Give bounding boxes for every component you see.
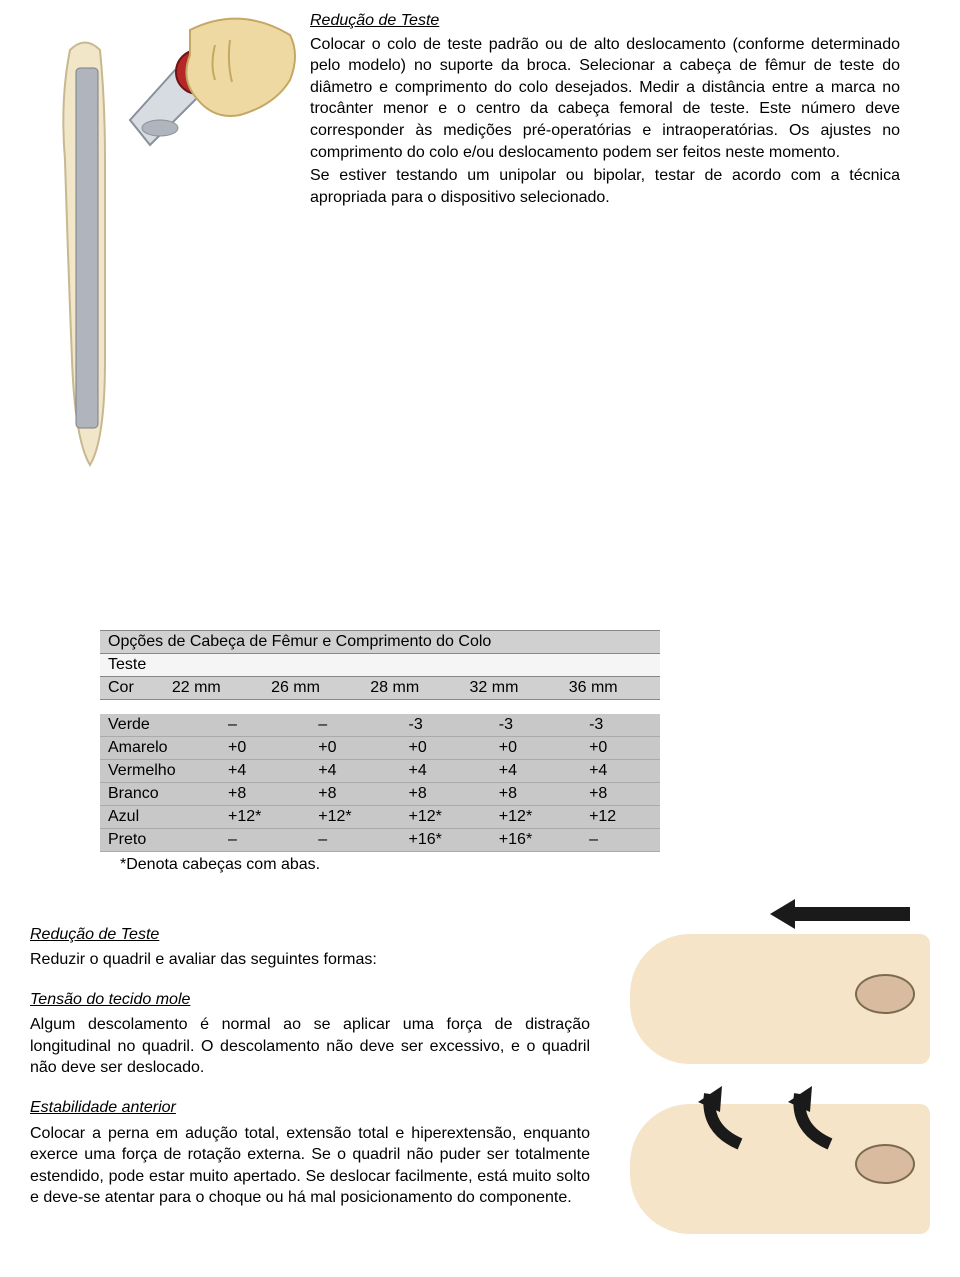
table-cell: +4 [491, 759, 581, 782]
table-cell: +12* [401, 805, 491, 828]
section-trial-reduction-text: Redução de Teste Colocar o colo de teste… [310, 10, 930, 450]
table-cell: +12 [581, 805, 660, 828]
table-head-col: 22 mm [164, 677, 263, 700]
table-cell: +12* [491, 805, 581, 828]
section2-title: Redução de Teste [30, 924, 590, 946]
table-cell: +12* [310, 805, 400, 828]
section1-title: Redução de Teste [310, 10, 900, 32]
table-cell: – [220, 828, 310, 851]
table-title-row: Opções de Cabeça de Fêmur e Comprimento … [100, 631, 660, 654]
hand-placing-head-icon [120, 10, 300, 170]
table-cell: – [310, 714, 400, 737]
table-row: Branco+8+8+8+8+8 [100, 782, 660, 805]
table-cell: -3 [491, 714, 581, 737]
table-row: Preto––+16*+16*– [100, 828, 660, 851]
table-cell: +0 [310, 736, 400, 759]
table-footnote: *Denota cabeças com abas. [120, 856, 660, 874]
hip-joint-icon [855, 1144, 915, 1184]
table-cell: -3 [401, 714, 491, 737]
table-cell: +12* [220, 805, 310, 828]
table-cell-label: Vermelho [100, 759, 220, 782]
table-cell: +0 [491, 736, 581, 759]
table-row: Amarelo+0+0+0+0+0 [100, 736, 660, 759]
section2-intro: Reduzir o quadril e avaliar das seguinte… [30, 949, 590, 971]
figure-leg-distraction [630, 934, 930, 1064]
table-cell: +0 [220, 736, 310, 759]
femoral-head-data-table: Verde––-3-3-3Amarelo+0+0+0+0+0Vermelho+4… [100, 714, 660, 852]
table-cell: +8 [491, 782, 581, 805]
section2-sub2-text: Colocar a perna em adução total, extensã… [30, 1123, 590, 1209]
table-cell: +4 [310, 759, 400, 782]
table-cell: +16* [491, 828, 581, 851]
table-header-row: Cor 22 mm 26 mm 28 mm 32 mm 36 mm [100, 677, 660, 700]
hip-joint-icon [855, 974, 915, 1014]
table-cell: +0 [401, 736, 491, 759]
figure-leg-rotation [630, 1104, 930, 1234]
table-cell: +8 [220, 782, 310, 805]
table-cell: – [310, 828, 400, 851]
table-cell: +8 [581, 782, 660, 805]
table-row: Vermelho+4+4+4+4+4 [100, 759, 660, 782]
table-cell: +4 [401, 759, 491, 782]
section2-sub1-text: Algum descolamento é normal ao se aplica… [30, 1014, 590, 1079]
table-row: Verde––-3-3-3 [100, 714, 660, 737]
table-head-col: 28 mm [362, 677, 461, 700]
table-cell: +4 [581, 759, 660, 782]
arrow-rotation-icon [780, 1084, 840, 1154]
table-cell-label: Azul [100, 805, 220, 828]
table-cell: +4 [220, 759, 310, 782]
table-cell: – [581, 828, 660, 851]
table-cell: +8 [401, 782, 491, 805]
table-subtitle-row: Teste [100, 654, 660, 677]
table-head-col: 32 mm [462, 677, 561, 700]
section1-paragraph-2: Se estiver testando um unipolar ou bipol… [310, 165, 900, 208]
table-row: Azul+12*+12*+12*+12*+12 [100, 805, 660, 828]
table-cell-label: Verde [100, 714, 220, 737]
section2-sub2-title: Estabilidade anterior [30, 1097, 590, 1119]
table-cell: – [220, 714, 310, 737]
table-head-col: 26 mm [263, 677, 362, 700]
table-head-col-label: Cor [100, 677, 164, 700]
table-cell: +0 [581, 736, 660, 759]
table-head-col: 36 mm [561, 677, 660, 700]
table-title: Opções de Cabeça de Fêmur e Comprimento … [100, 631, 660, 654]
table-cell-label: Amarelo [100, 736, 220, 759]
figure-femur-hand [30, 10, 290, 450]
section-trial-reduction-2: Redução de Teste Reduzir o quadril e ava… [30, 924, 610, 1234]
leg-figures [630, 924, 930, 1234]
table-cell: +16* [401, 828, 491, 851]
arrow-left-icon [770, 899, 910, 929]
table-cell: -3 [581, 714, 660, 737]
table-cell-label: Branco [100, 782, 220, 805]
section1-paragraph-1: Colocar o colo de teste padrão ou de alt… [310, 34, 900, 164]
table-cell: +8 [310, 782, 400, 805]
table-cell-label: Preto [100, 828, 220, 851]
table-subtitle: Teste [100, 654, 660, 677]
section2-sub1-title: Tensão do tecido mole [30, 989, 590, 1011]
femoral-head-options-table: Opções de Cabeça de Fêmur e Comprimento … [100, 630, 660, 710]
arrow-rotation-icon [690, 1084, 750, 1154]
femoral-head-options-table-block: Opções de Cabeça de Fêmur e Comprimento … [100, 630, 660, 874]
